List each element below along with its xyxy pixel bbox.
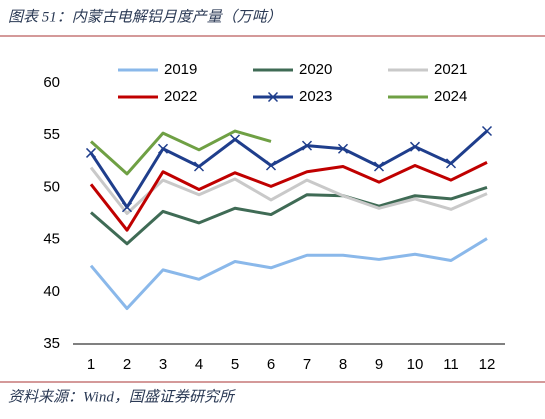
marker (85, 147, 97, 158)
y-tick-label: 55 (43, 126, 60, 143)
marker (157, 143, 169, 154)
x-tick-label: 1 (87, 356, 95, 373)
marker (337, 143, 349, 154)
y-tick-label: 50 (43, 178, 60, 195)
legend-marker (267, 91, 279, 103)
series-line (90, 185, 488, 246)
marker (409, 141, 421, 152)
x-tick-label: 4 (195, 356, 203, 373)
legend-label: 2019 (164, 61, 197, 78)
series-line (89, 166, 488, 215)
x-tick-label: 3 (159, 356, 167, 373)
series-line (89, 160, 488, 232)
x-tick-label: 10 (407, 356, 424, 373)
marker (265, 160, 277, 171)
marker (193, 161, 205, 172)
x-tick-label: 9 (375, 356, 383, 373)
marker (301, 140, 313, 151)
marker (445, 158, 457, 169)
legend-label: 2020 (299, 61, 332, 78)
x-tick-label: 8 (339, 356, 347, 373)
legend-label: 2021 (434, 61, 467, 78)
series-line (89, 237, 488, 311)
series-line (89, 129, 272, 176)
marker (121, 202, 133, 213)
x-tick-label: 5 (231, 356, 239, 373)
marker (481, 125, 493, 137)
marker (373, 161, 385, 172)
x-tick-label: 7 (303, 356, 311, 373)
legend-label: 2024 (434, 88, 467, 105)
x-tick-label: 11 (443, 356, 459, 373)
x-tick-label: 12 (479, 356, 496, 373)
x-tick-label: 6 (267, 356, 275, 373)
chart-title: 图表 51：内蒙古电解铝月度产量（万吨） (8, 8, 282, 25)
y-tick-label: 45 (43, 231, 60, 248)
legend-label: 2023 (299, 88, 332, 105)
series-line (89, 129, 489, 209)
marker (229, 134, 241, 145)
y-tick-label: 40 (43, 283, 60, 300)
legend-label: 2022 (164, 88, 197, 105)
y-tick-label: 35 (43, 335, 60, 352)
x-tick-label: 2 (123, 356, 131, 373)
y-tick-label: 60 (43, 74, 60, 91)
source: 资料来源：Wind，国盛证券研究所 (8, 388, 236, 405)
